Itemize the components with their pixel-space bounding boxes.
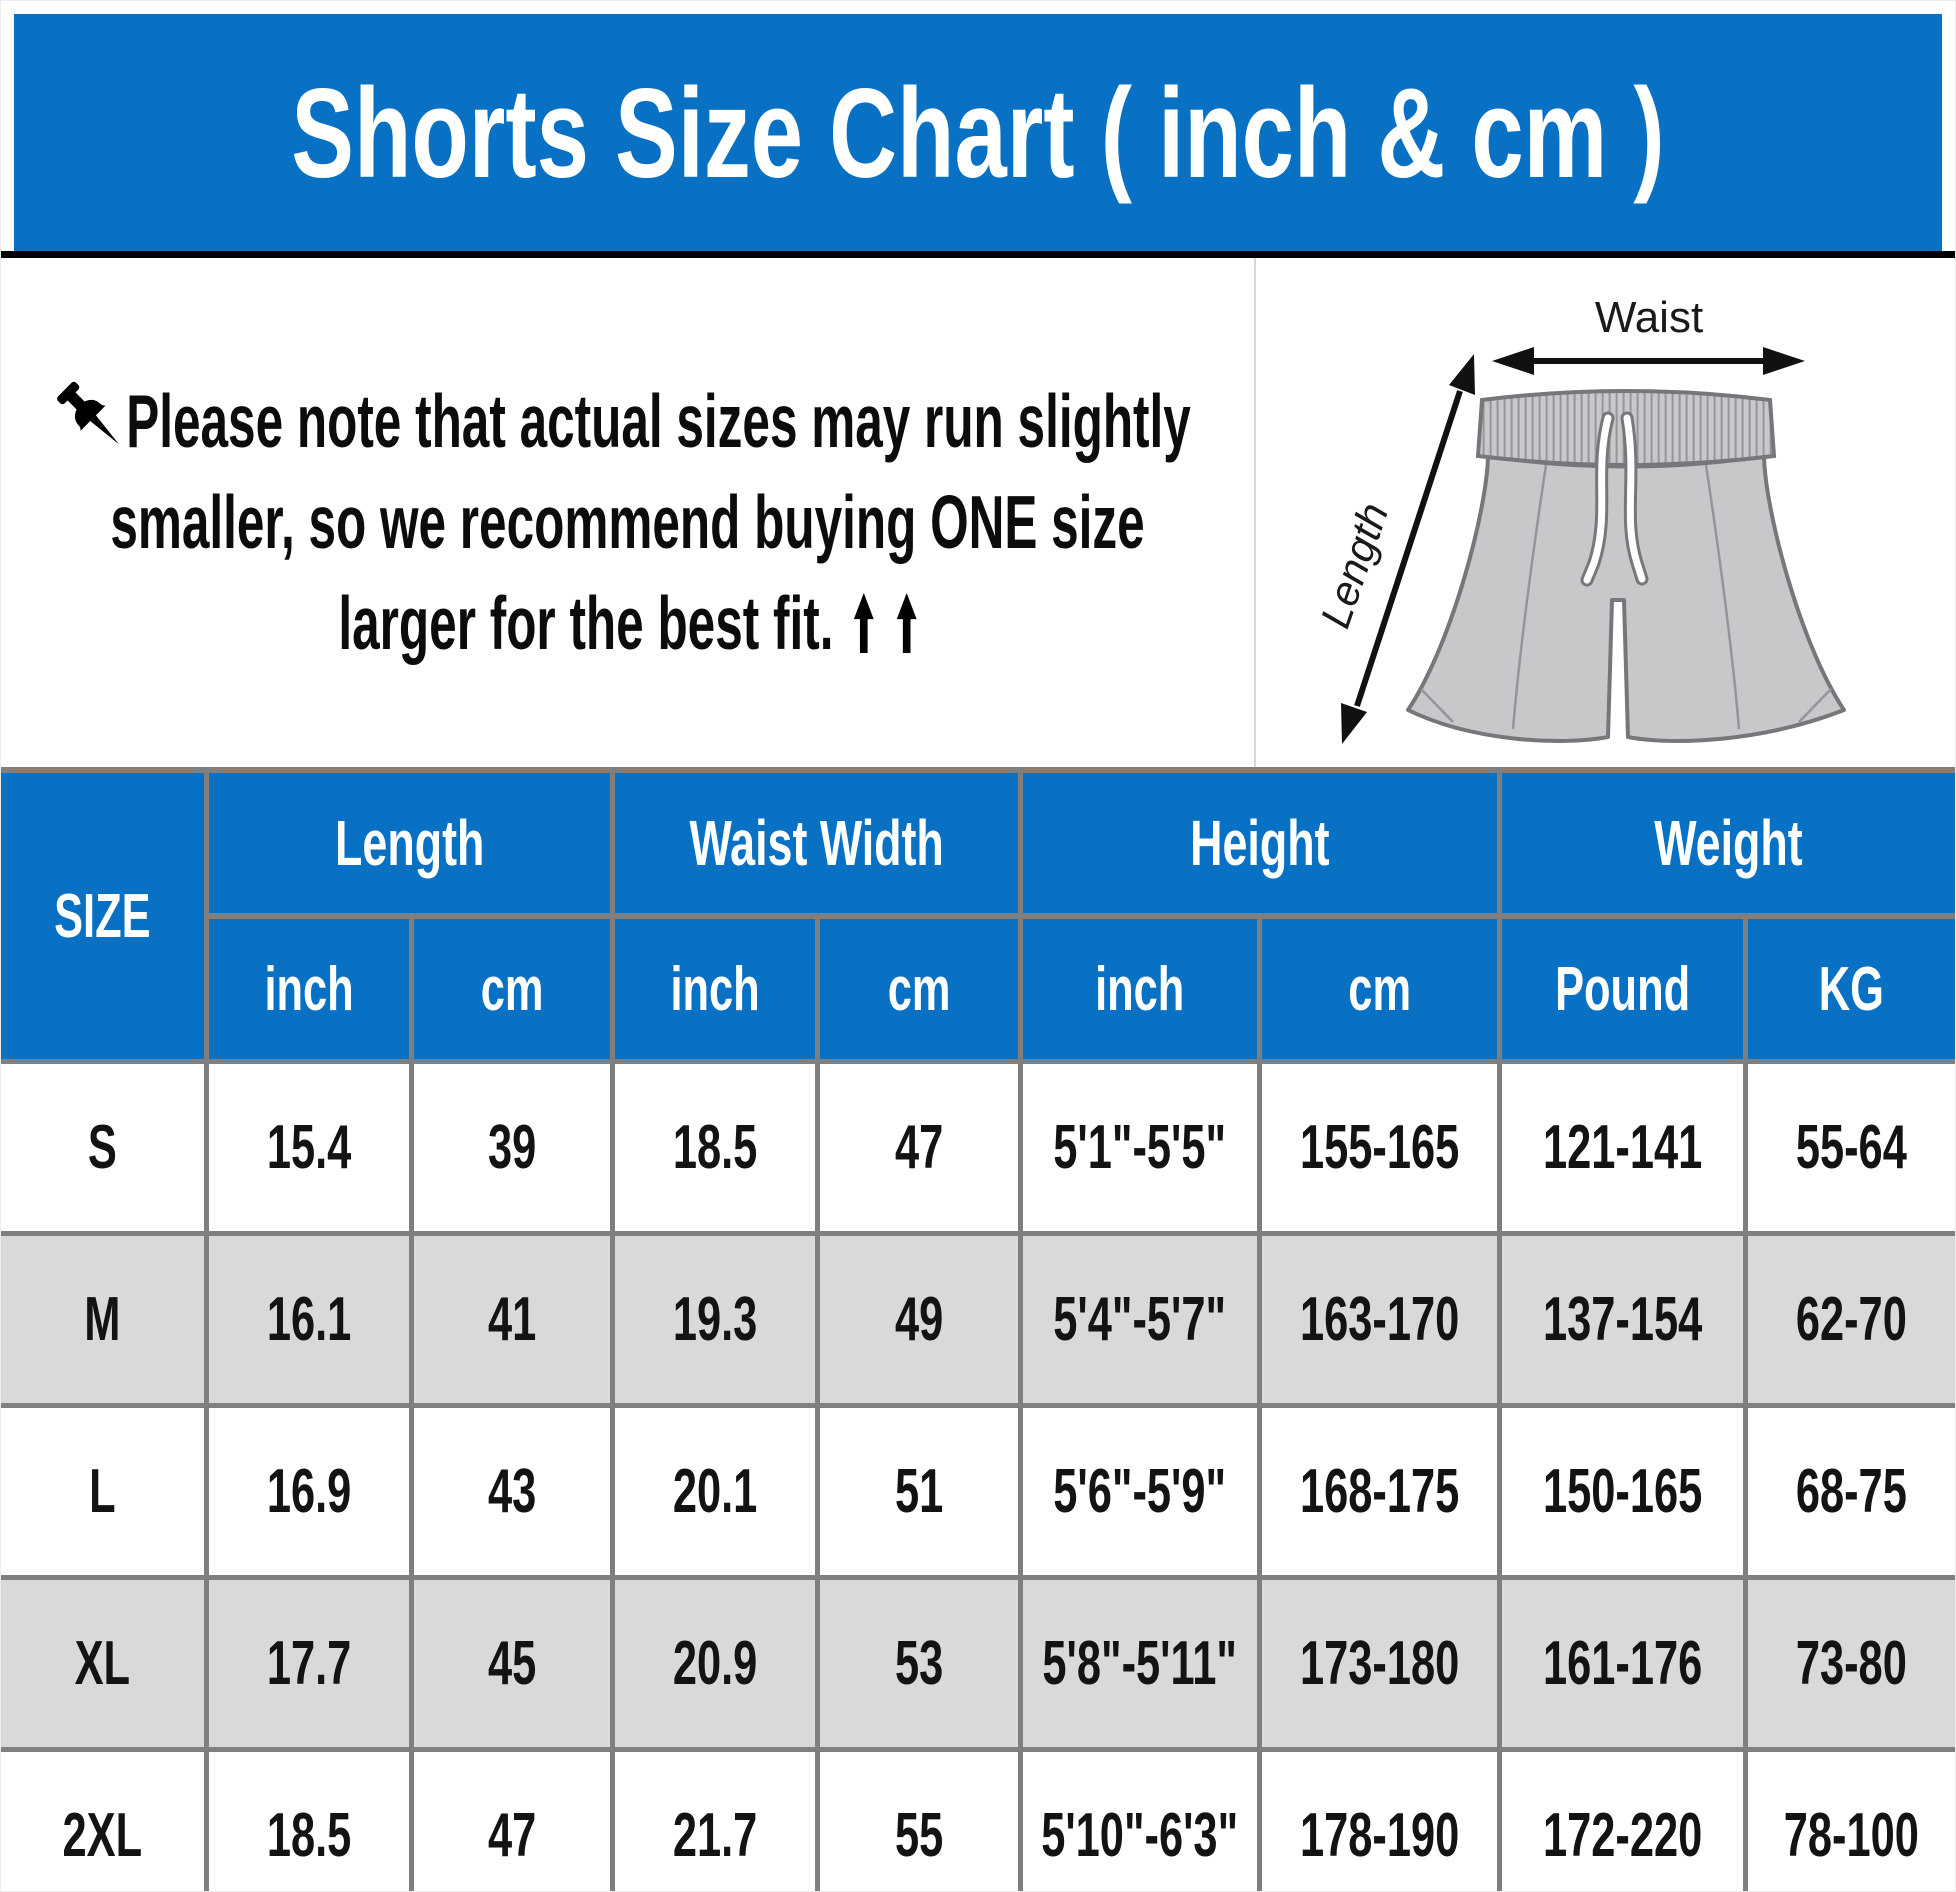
unit-header: inch: [206, 913, 414, 1064]
value-cell: 68-75: [1743, 1403, 1955, 1580]
group-header-row: SIZE Length Waist Width Height Weight: [1, 767, 1955, 1064]
value-cell: 49: [815, 1231, 1024, 1408]
note-text-3: larger for the best fit.: [338, 580, 834, 665]
table-row: 2XL 18.5 47 21.7 55 5'10"-6'3" 178-190 172-220 7…: [1, 1747, 1955, 1891]
value-cell: 172-220: [1497, 1747, 1749, 1891]
value-cell: 16.9: [203, 1403, 414, 1580]
value-cell: 20.1: [610, 1403, 821, 1580]
value-cell: 20.9: [610, 1575, 821, 1752]
table-row: M 16.1 41 19.3 49 5'4"-5'7" 163-170 137-154 62-7…: [1, 1231, 1955, 1408]
table-row: XL 17.7 45 20.9 53 5'8"-5'11" 173-180 161-176 73…: [1, 1575, 1955, 1752]
value-cell: 5'4"-5'7": [1018, 1231, 1262, 1408]
value-cell: 16.1: [203, 1231, 414, 1408]
value-cell: 19.3: [610, 1231, 821, 1408]
table-row: L 16.9 43 20.1 51 5'6"-5'9" 168-175 150-165 68-7…: [1, 1403, 1955, 1580]
size-cell: M: [1, 1231, 209, 1408]
size-chart-table: SIZE Length Waist Width Height Weight in…: [1, 767, 1955, 1891]
value-cell: 161-176: [1497, 1575, 1749, 1752]
value-cell: 5'6"-5'9": [1018, 1403, 1262, 1580]
table-row: S 15.4 39 18.5 47 5'1"-5'5" 155-165 121-141 55-6…: [1, 1059, 1955, 1236]
unit-header: inch: [1018, 913, 1262, 1064]
value-cell: 163-170: [1256, 1231, 1503, 1408]
value-cell: 43: [408, 1403, 616, 1580]
unit-header: cm: [1256, 913, 1503, 1064]
value-cell: 15.4: [203, 1059, 414, 1236]
unit-header-row: inch cm inch cm inch cm Pound KG: [1, 913, 1955, 1064]
group-header-weight: Weight: [1497, 767, 1955, 919]
value-cell: 155-165: [1256, 1059, 1503, 1236]
shorts-graphic: [1406, 389, 1846, 743]
value-cell: 5'10"-6'3": [1018, 1747, 1262, 1891]
value-cell: 73-80: [1743, 1575, 1955, 1752]
value-cell: 39: [408, 1059, 616, 1236]
value-cell: 137-154: [1497, 1231, 1749, 1408]
unit-header: KG: [1743, 913, 1955, 1064]
length-arrow: [1341, 354, 1475, 744]
shorts-diagram: Waist Length: [1254, 258, 1955, 767]
value-cell: 150-165: [1497, 1403, 1749, 1580]
size-cell: XL: [1, 1575, 209, 1752]
group-header-height: Height: [1018, 767, 1503, 919]
column-header-size: SIZE: [1, 767, 209, 1064]
value-cell: 178-190: [1256, 1747, 1503, 1891]
unit-header: inch: [610, 913, 821, 1064]
value-cell: 5'8"-5'11": [1018, 1575, 1262, 1752]
group-header-length: Length: [203, 767, 616, 919]
value-cell: 47: [408, 1747, 616, 1891]
shorts-measurement-figure: Waist Length: [1311, 293, 1846, 744]
page-title: Shorts Size Chart ( inch & cm ): [291, 61, 1665, 204]
value-cell: 5'1"-5'5": [1018, 1059, 1262, 1236]
value-cell: 168-175: [1256, 1403, 1503, 1580]
unit-header: Pound: [1497, 913, 1749, 1064]
value-cell: 41: [408, 1231, 616, 1408]
value-cell: 78-100: [1743, 1747, 1955, 1891]
unit-header: cm: [815, 913, 1024, 1064]
waist-label: Waist: [1595, 293, 1703, 342]
note-text-1: Please note that actual sizes may run sl…: [126, 378, 1191, 463]
value-cell: 47: [815, 1059, 1024, 1236]
up-arrow-icon: [896, 592, 917, 653]
note-text-2: smaller, so we recommend buying ONE size: [110, 479, 1145, 564]
pushpin-icon: [57, 381, 120, 444]
value-cell: 55: [815, 1747, 1024, 1891]
note-line-1: Please note that actual sizes may run sl…: [57, 370, 1191, 471]
title-banner: Shorts Size Chart ( inch & cm ): [14, 14, 1942, 251]
value-cell: 173-180: [1256, 1575, 1503, 1752]
value-cell: 62-70: [1743, 1231, 1955, 1408]
waist-arrow: [1492, 347, 1805, 375]
value-cell: 18.5: [610, 1059, 821, 1236]
value-cell: 55-64: [1743, 1059, 1955, 1236]
middle-section: Please note that actual sizes may run sl…: [1, 258, 1955, 767]
size-cell: S: [1, 1059, 209, 1236]
value-cell: 121-141: [1497, 1059, 1749, 1236]
unit-header: cm: [408, 913, 616, 1064]
size-cell: 2XL: [1, 1747, 209, 1891]
up-arrow-icon: [853, 592, 874, 653]
group-header-waist-width: Waist Width: [610, 767, 1024, 919]
value-cell: 53: [815, 1575, 1024, 1752]
banner-strip: Shorts Size Chart ( inch & cm ): [1, 14, 1955, 258]
size-rows: S 15.4 39 18.5 47 5'1"-5'5" 155-165 121-141 55-6…: [1, 1059, 1955, 1891]
note-line-2: smaller, so we recommend buying ONE size: [110, 471, 1144, 572]
value-cell: 17.7: [203, 1575, 414, 1752]
value-cell: 18.5: [203, 1747, 414, 1891]
size-cell: L: [1, 1403, 209, 1580]
value-cell: 21.7: [610, 1747, 821, 1891]
note-line-3: larger for the best fit.: [214, 572, 1041, 673]
value-cell: 51: [815, 1403, 1024, 1580]
note-block: Please note that actual sizes may run sl…: [1, 258, 1254, 767]
drawstring: [1580, 411, 1649, 587]
value-cell: 45: [408, 1575, 616, 1752]
